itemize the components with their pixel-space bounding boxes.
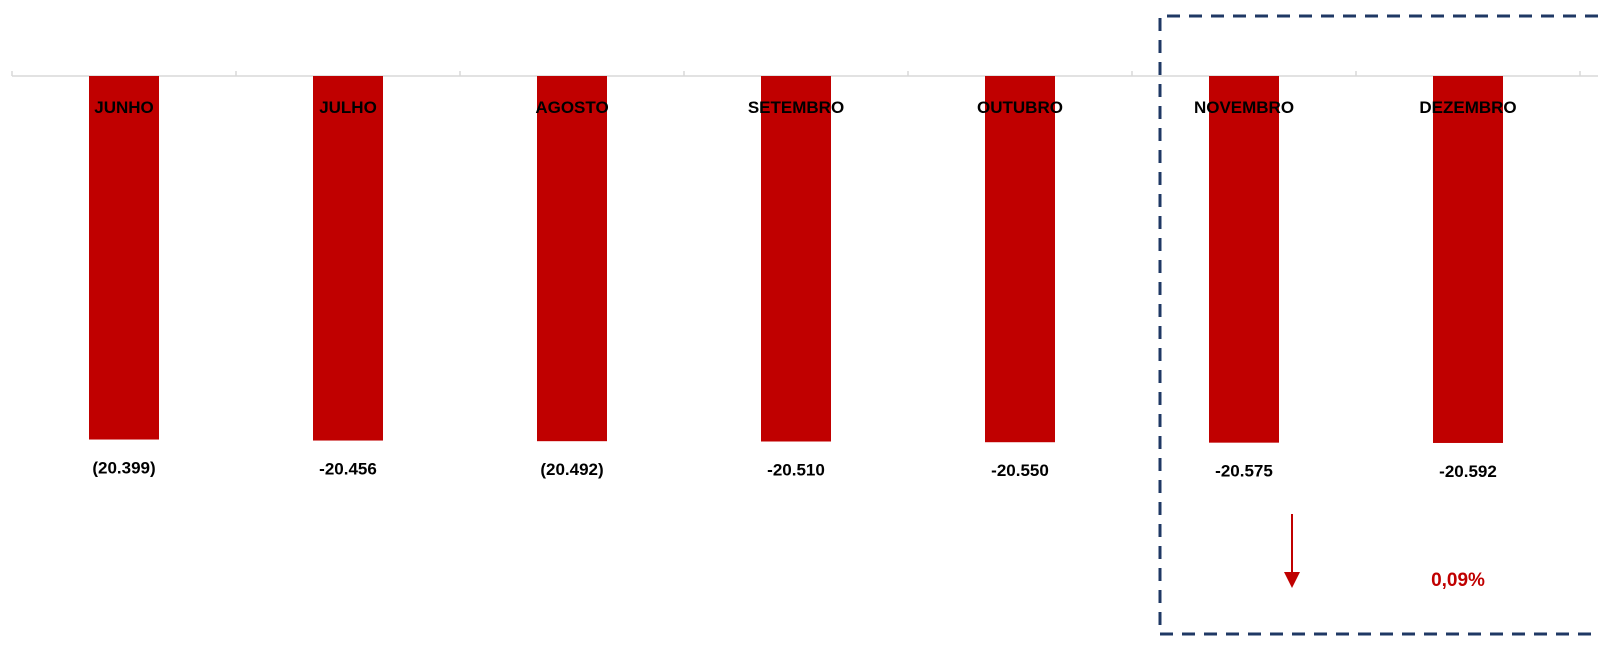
category-label-outubro: OUTUBRO (977, 98, 1063, 117)
value-labels: (20.399) -20.456 (20.492) -20.510 -20.550 -20… (92, 459, 1497, 481)
bar-dezembro (1433, 76, 1503, 443)
value-label-junho: (20.399) (92, 459, 155, 478)
value-label-novembro: -20.575 (1215, 462, 1273, 481)
bar-setembro (761, 76, 831, 442)
category-labels: JUNHO JULHO AGOSTO SETEMBRO OUTUBRO NOVEMBRO D… (94, 98, 1516, 117)
category-label-novembro: NOVEMBRO (1194, 98, 1294, 117)
value-label-agosto: (20.492) (540, 460, 603, 479)
category-label-agosto: AGOSTO (535, 98, 608, 117)
axis-ticks (11, 71, 1581, 76)
category-label-setembro: SETEMBRO (748, 98, 844, 117)
variation-label: 0,09% (1431, 570, 1485, 591)
bar-novembro (1209, 76, 1279, 443)
value-label-setembro: -20.510 (767, 461, 825, 480)
value-label-outubro: -20.550 (991, 461, 1049, 480)
bars-group (89, 76, 1503, 443)
value-label-julho: -20.456 (319, 460, 377, 479)
category-label-dezembro: DEZEMBRO (1419, 98, 1516, 117)
bar-agosto (537, 76, 607, 442)
category-label-junho: JUNHO (94, 98, 154, 117)
down-arrow-head-icon (1284, 572, 1300, 588)
highlight-group: 0,09% (1158, 14, 1598, 636)
category-label-julho: JULHO (319, 98, 377, 117)
value-label-dezembro: -20.592 (1439, 462, 1497, 481)
bar-outubro (985, 76, 1055, 443)
bar-junho (89, 76, 159, 440)
bar-julho (313, 76, 383, 441)
